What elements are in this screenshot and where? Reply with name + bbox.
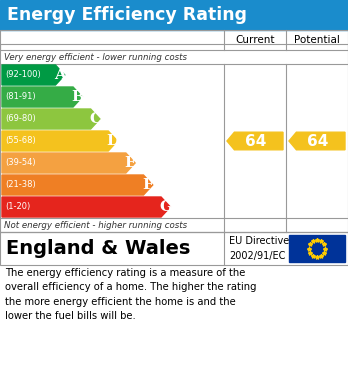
Text: 64: 64 bbox=[245, 133, 267, 149]
Text: B: B bbox=[71, 90, 84, 104]
Text: E: E bbox=[125, 156, 136, 170]
Polygon shape bbox=[2, 131, 118, 151]
Text: (81-91): (81-91) bbox=[5, 93, 35, 102]
Polygon shape bbox=[2, 175, 153, 195]
Bar bbox=[0, 0, 348, 30]
Text: The energy efficiency rating is a measure of the
overall efficiency of a home. T: The energy efficiency rating is a measur… bbox=[5, 268, 256, 321]
Polygon shape bbox=[227, 132, 283, 150]
Text: Current: Current bbox=[235, 35, 275, 45]
Text: EU Directive
2002/91/EC: EU Directive 2002/91/EC bbox=[229, 237, 289, 260]
Text: (21-38): (21-38) bbox=[5, 181, 36, 190]
Text: 64: 64 bbox=[307, 133, 329, 149]
Text: (1-20): (1-20) bbox=[5, 203, 30, 212]
Bar bbox=[289, 235, 345, 262]
Polygon shape bbox=[2, 109, 100, 129]
Text: A: A bbox=[54, 68, 66, 82]
Text: C: C bbox=[89, 112, 101, 126]
Text: England & Wales: England & Wales bbox=[6, 239, 190, 258]
Polygon shape bbox=[2, 153, 135, 173]
Bar bbox=[0, 30, 348, 50]
Polygon shape bbox=[2, 197, 170, 217]
Text: Not energy efficient - higher running costs: Not energy efficient - higher running co… bbox=[4, 221, 187, 230]
Text: Very energy efficient - lower running costs: Very energy efficient - lower running co… bbox=[4, 52, 187, 61]
Text: Potential: Potential bbox=[294, 35, 340, 45]
Text: D: D bbox=[106, 134, 119, 148]
Bar bbox=[0, 44, 348, 232]
Text: (55-68): (55-68) bbox=[5, 136, 36, 145]
Polygon shape bbox=[2, 87, 82, 107]
Text: Energy Efficiency Rating: Energy Efficiency Rating bbox=[7, 6, 247, 24]
Text: G: G bbox=[159, 200, 172, 214]
Text: (92-100): (92-100) bbox=[5, 70, 41, 79]
Polygon shape bbox=[2, 65, 65, 85]
Bar bbox=[0, 232, 348, 265]
Polygon shape bbox=[289, 132, 345, 150]
Text: (69-80): (69-80) bbox=[5, 115, 36, 124]
Text: (39-54): (39-54) bbox=[5, 158, 35, 167]
Text: F: F bbox=[143, 178, 153, 192]
